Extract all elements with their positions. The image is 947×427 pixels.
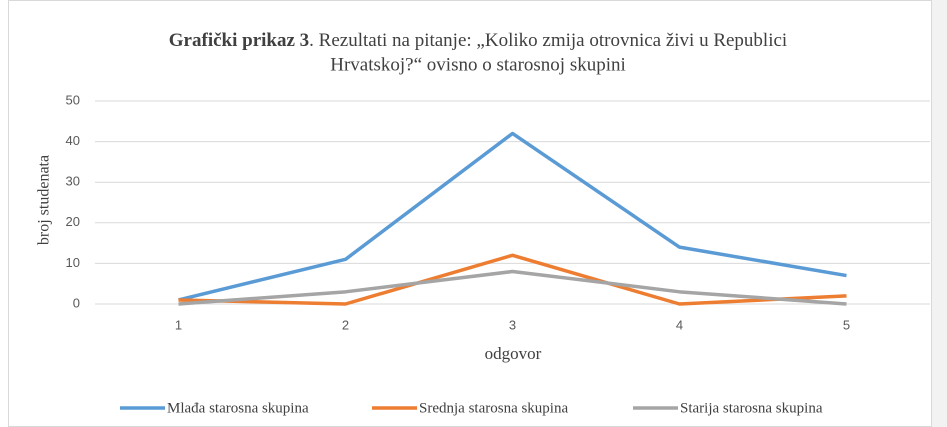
- title-text: . Rezultati na pitanje: „Koliko zmija ot…: [309, 30, 787, 51]
- x-tick-label: 3: [509, 317, 516, 332]
- page-margin: [932, 0, 947, 427]
- y-axis-label: broj studenata: [36, 155, 53, 245]
- y-tick-label: 10: [66, 255, 80, 270]
- y-tick-label: 50: [66, 92, 80, 107]
- x-tick-label: 1: [175, 317, 182, 332]
- x-axis-label: odgovor: [485, 344, 542, 363]
- title-label: Grafički prikaz 3: [169, 30, 309, 51]
- y-tick-label: 0: [73, 295, 80, 310]
- x-tick-label: 4: [676, 317, 683, 332]
- series-line: [178, 269, 847, 306]
- chart-title: Grafički prikaz 3. Rezultati na pitanje:…: [169, 30, 787, 51]
- chart-title-line2: Hrvatskoj?“ ovisno o starosnoj skupini: [330, 54, 626, 75]
- series-line: [178, 131, 847, 302]
- x-tick-label: 5: [843, 317, 850, 332]
- chart-frame: [8, 0, 932, 427]
- legend-label: Srednja starosna skupina: [419, 400, 568, 416]
- legend-label: Mlađa starosna skupina: [167, 400, 309, 416]
- legend-label: Starija starosna skupina: [680, 400, 823, 416]
- y-tick-label: 40: [66, 133, 80, 148]
- series-line: [178, 253, 847, 306]
- y-tick-label: 30: [66, 174, 80, 189]
- y-tick-label: 20: [66, 214, 80, 229]
- x-tick-label: 2: [342, 317, 349, 332]
